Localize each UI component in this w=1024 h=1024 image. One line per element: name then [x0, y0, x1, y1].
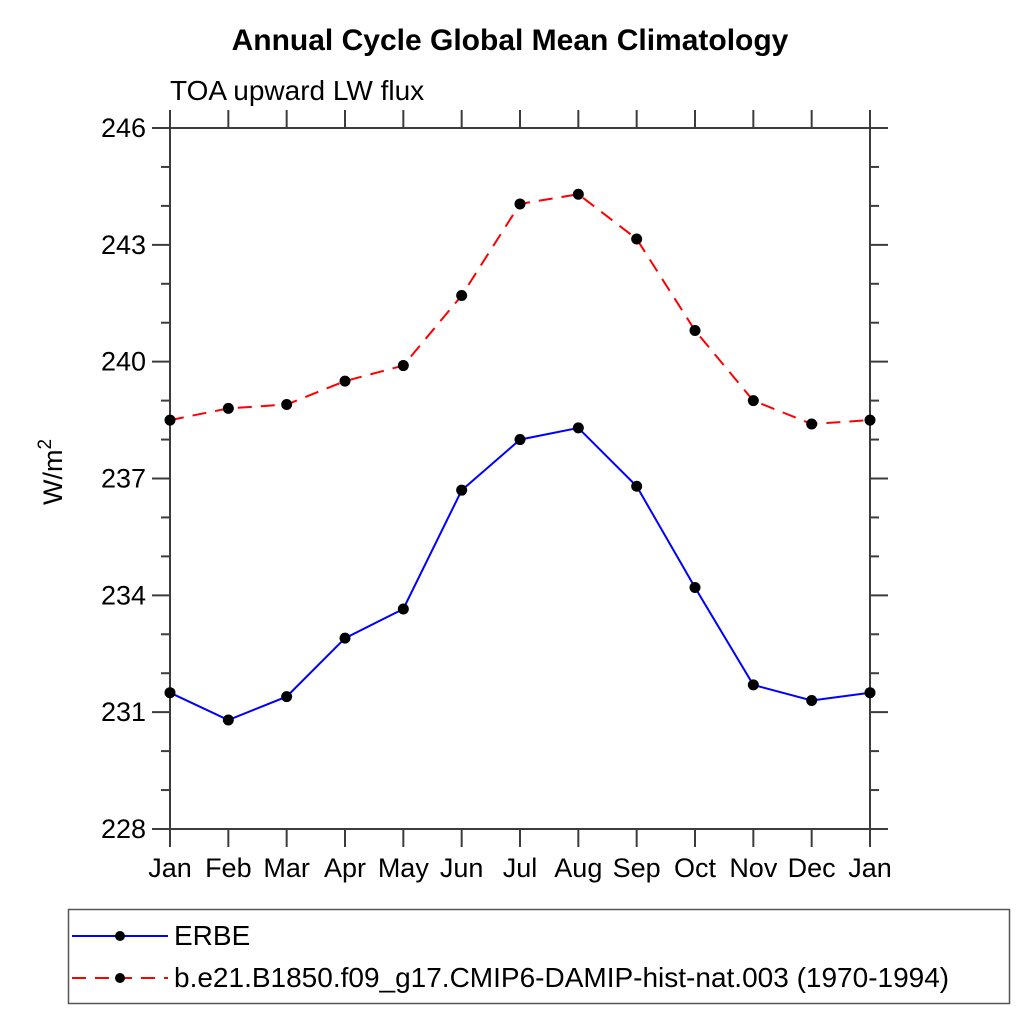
data-point-marker	[164, 414, 176, 426]
data-point-marker	[572, 422, 584, 434]
series	[164, 188, 876, 726]
data-point-marker	[222, 402, 234, 414]
y-tick-label: 237	[101, 464, 146, 494]
y-axis-label: W/m2	[35, 439, 68, 505]
axes: 228 231 234 237 240 243 246 Jan Feb Mar Apr May Jun J…	[101, 110, 892, 883]
data-point-marker	[747, 679, 759, 691]
x-tick-label: Oct	[674, 853, 717, 883]
chart-subtitle: TOA upward LW flux	[170, 75, 424, 106]
data-point-marker	[514, 198, 526, 210]
y-tick-label: 240	[101, 347, 146, 377]
data-point-marker	[339, 632, 351, 644]
x-tick-label: Apr	[324, 853, 366, 883]
x-tick-label: Aug	[554, 853, 602, 883]
data-point-marker	[864, 414, 876, 426]
data-point-marker	[864, 687, 876, 699]
legend: ERBE b.e21.B1850.f09_g17.CMIP6-DAMIP-his…	[67, 908, 1011, 1005]
data-point-marker	[456, 484, 468, 496]
y-tick-label: 234	[101, 580, 146, 610]
data-point-marker	[222, 714, 234, 726]
legend-label-erbe: ERBE	[174, 920, 250, 951]
y-tick-label: 246	[101, 113, 146, 143]
data-point-marker	[164, 687, 176, 699]
series-line-1	[169, 193, 871, 426]
legend-label-model: b.e21.B1850.f09_g17.CMIP6-DAMIP-hist-nat…	[174, 962, 949, 993]
y-tick-label: 231	[101, 697, 146, 727]
legend-entry-model: b.e21.B1850.f09_g17.CMIP6-DAMIP-hist-nat…	[72, 962, 949, 993]
data-point-marker	[747, 395, 759, 407]
x-tick-label: Mar	[263, 853, 310, 883]
data-point-marker	[806, 418, 818, 430]
data-point-marker	[572, 188, 584, 200]
x-tick-label: Nov	[729, 853, 778, 883]
legend-entry-erbe: ERBE	[72, 920, 250, 951]
x-tick-label: Jul	[503, 853, 538, 883]
data-point-marker	[281, 399, 293, 411]
data-point-marker	[806, 694, 818, 706]
legend-box	[67, 908, 1011, 1005]
x-tick-label: Sep	[613, 853, 661, 883]
data-point-marker	[397, 360, 409, 372]
chart-title: Annual Cycle Global Mean Climatology	[232, 24, 789, 57]
plot-border	[169, 127, 871, 830]
x-tick-label: Jun	[440, 853, 484, 883]
x-tick-label: Feb	[205, 853, 252, 883]
data-point-marker	[339, 375, 351, 387]
x-tick-label: May	[378, 853, 430, 883]
data-point-marker	[281, 691, 293, 703]
data-point-marker	[514, 434, 526, 446]
x-tick-label: Jan	[148, 853, 192, 883]
data-point-marker	[689, 582, 701, 594]
data-point-marker	[631, 233, 643, 245]
series-line-0	[169, 426, 871, 722]
data-point-marker	[456, 289, 468, 301]
data-point-marker	[689, 325, 701, 337]
x-tick-label: Dec	[788, 853, 836, 883]
data-point-marker	[397, 603, 409, 615]
y-axis-unit-exponent: 2	[35, 439, 56, 450]
y-tick-label: 243	[101, 230, 146, 260]
data-point-marker	[631, 480, 643, 492]
legend-marker-model	[115, 973, 125, 983]
y-axis-unit-base: W/m	[38, 450, 68, 505]
legend-marker-erbe	[115, 931, 125, 941]
y-tick-label: 228	[101, 814, 146, 844]
x-tick-label: Jan	[848, 853, 892, 883]
svg-text:W/m2: W/m2	[35, 439, 68, 505]
